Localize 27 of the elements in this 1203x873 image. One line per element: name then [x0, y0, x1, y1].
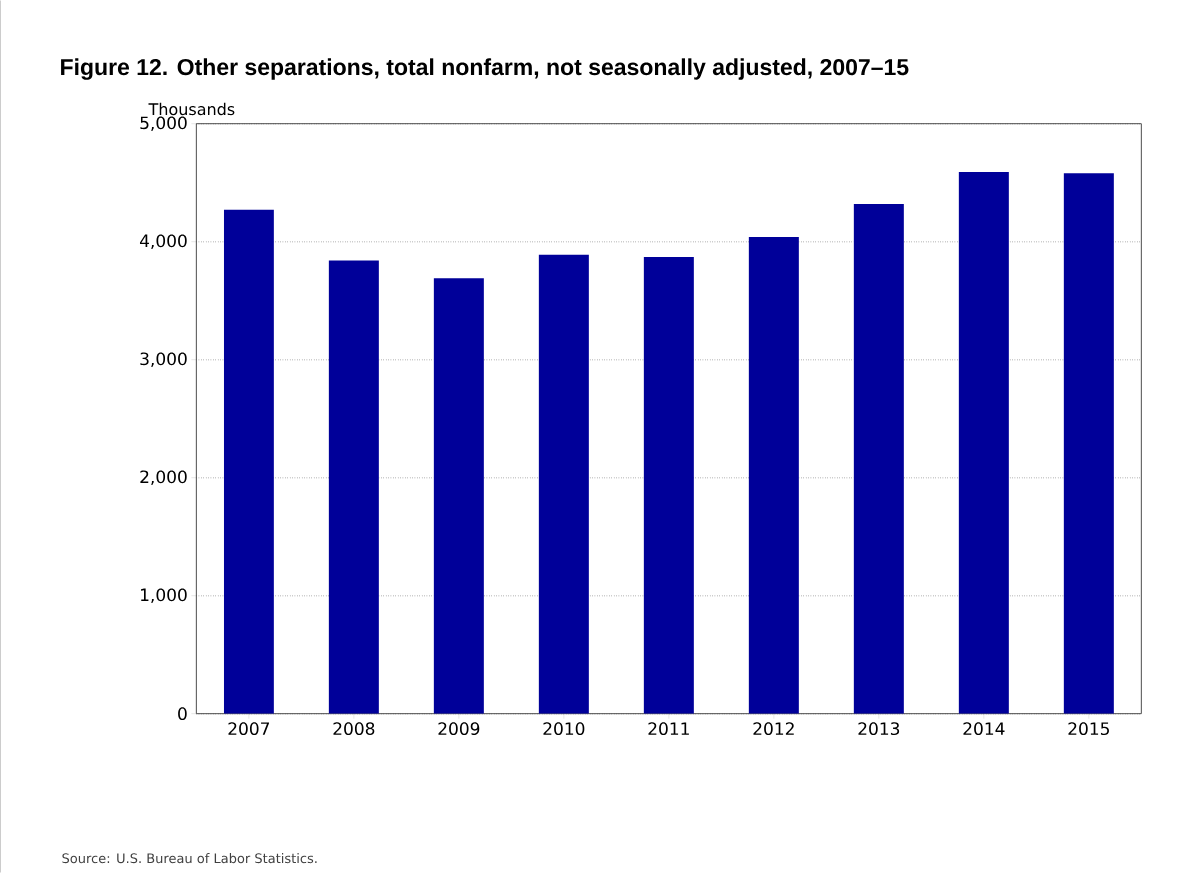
bar: [853, 203, 904, 714]
bar: [748, 236, 799, 714]
x-tick-label: 2012: [753, 722, 794, 736]
x-tick-label: 2013: [858, 722, 900, 736]
y-tick-label: 4,000: [139, 234, 187, 249]
x-tick-label: 2014: [963, 722, 1005, 736]
y-axis-title: Thousands: [148, 102, 235, 116]
y-tick-label: 1,000: [141, 588, 187, 603]
y-tick-label: 3,000: [140, 352, 187, 367]
bar: [958, 172, 1009, 714]
bar: [538, 254, 589, 714]
x-tick-label: 2010: [543, 722, 585, 736]
y-tick-label: 5,000: [140, 116, 187, 131]
x-tick-label: 2009: [438, 722, 480, 736]
bar: [433, 278, 484, 714]
y-tick-label: 2,000: [140, 470, 187, 485]
chart-title: Figure 12. Other separations, total nonfarm, not seasonally adjusted, 2007–15: [61, 58, 909, 80]
bar: [643, 257, 694, 714]
bar: [328, 260, 379, 714]
x-tick-label: 2015: [1068, 722, 1109, 736]
bar: [1063, 173, 1114, 714]
y-tick-label: 0: [178, 707, 187, 721]
x-tick-label: 2007: [228, 722, 270, 736]
bar: [223, 209, 274, 714]
source-note: Source: U.S. Bureau of Labor Statistics.: [62, 853, 317, 864]
x-tick-label: 2011: [648, 722, 689, 736]
x-tick-label: 2008: [333, 722, 375, 736]
